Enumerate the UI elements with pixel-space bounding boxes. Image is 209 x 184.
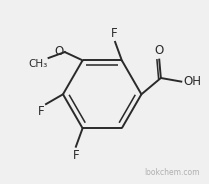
Text: lookchem.com: lookchem.com: [144, 168, 200, 177]
Text: F: F: [73, 149, 79, 162]
Text: OH: OH: [183, 75, 201, 88]
Text: CH₃: CH₃: [28, 59, 47, 69]
Text: O: O: [155, 44, 164, 57]
Text: F: F: [38, 105, 44, 118]
Text: F: F: [111, 27, 117, 40]
Text: O: O: [55, 45, 64, 58]
